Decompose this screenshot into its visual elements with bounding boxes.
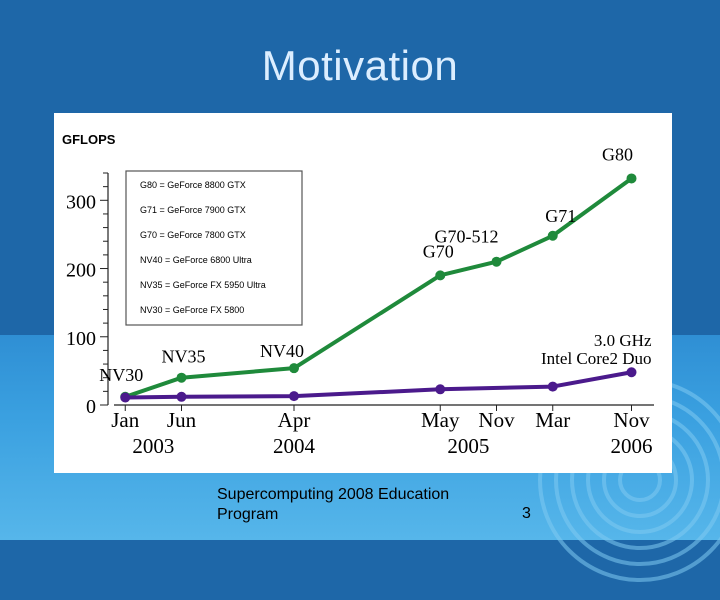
- y-tick-label: 100: [66, 328, 96, 350]
- gpu-data-point: [491, 256, 502, 267]
- gpu-point-label: G70: [423, 241, 454, 261]
- legend-box: [125, 170, 303, 326]
- year-label: 2006: [611, 434, 653, 458]
- gpu-point-label: NV30: [99, 365, 143, 385]
- x-tick-label: Jun: [167, 408, 197, 432]
- cpu-data-point: [626, 367, 637, 378]
- cpu-series-line: [125, 370, 632, 400]
- gpu-data-point: [435, 270, 446, 281]
- legend-entry: NV40 = GeForce 6800 Ultra: [140, 255, 252, 265]
- year-label: 2004: [273, 434, 316, 458]
- gpu-data-point: [547, 230, 558, 241]
- year-label: 2003: [132, 434, 174, 458]
- y-tick-label: 300: [66, 191, 96, 213]
- y-tick-label: 200: [66, 260, 96, 282]
- legend-entry: NV30 = GeForce FX 5800: [140, 305, 244, 315]
- year-label: 2005: [447, 434, 489, 458]
- x-tick-label: Nov: [613, 408, 650, 432]
- page-number: 3: [522, 505, 531, 522]
- y-tick-label: 0: [86, 396, 96, 418]
- gpu-point-label: G71: [545, 206, 576, 226]
- cpu-data-point: [435, 384, 446, 395]
- legend-entry: G80 = GeForce 8800 GTX: [140, 180, 246, 190]
- cpu-data-point: [120, 392, 131, 403]
- gpu-data-point: [626, 173, 637, 184]
- gpu-point-label: NV40: [260, 341, 304, 361]
- gpu-point-label: NV35: [162, 347, 206, 367]
- chart-panel: GFLOPS 0 100 200 300 Jan Jun Apr May Nov Mar Nov 200…: [54, 113, 672, 473]
- x-tick-label: Jan: [111, 408, 139, 432]
- cpu-data-point: [176, 391, 187, 402]
- legend-entry: G70 = GeForce 7800 GTX: [140, 230, 246, 240]
- cpu-name-label: Intel Core2 Duo: [541, 349, 651, 368]
- legend-entry: NV35 = GeForce FX 5950 Ultra: [140, 280, 266, 290]
- slide-title: Motivation: [261, 42, 459, 89]
- x-tick-label: Apr: [278, 408, 311, 432]
- gpu-data-point: [176, 372, 187, 383]
- x-tick-label: Mar: [535, 408, 570, 432]
- gpu-point-label: G80: [602, 144, 633, 164]
- x-tick-label: Nov: [478, 408, 515, 432]
- gpu-point-label: G70-512: [435, 227, 499, 247]
- cpu-clock-label: 3.0 GHz: [594, 331, 652, 350]
- legend-entry: G71 = GeForce 7900 GTX: [140, 205, 246, 215]
- y-axis-label: GFLOPS: [62, 132, 116, 147]
- cpu-data-point: [289, 391, 299, 402]
- cpu-data-point: [547, 381, 558, 392]
- x-tick-label: May: [421, 408, 460, 432]
- slide-footer: Supercomputing 2008 Education Program: [217, 486, 450, 523]
- gpu-data-point: [289, 363, 299, 374]
